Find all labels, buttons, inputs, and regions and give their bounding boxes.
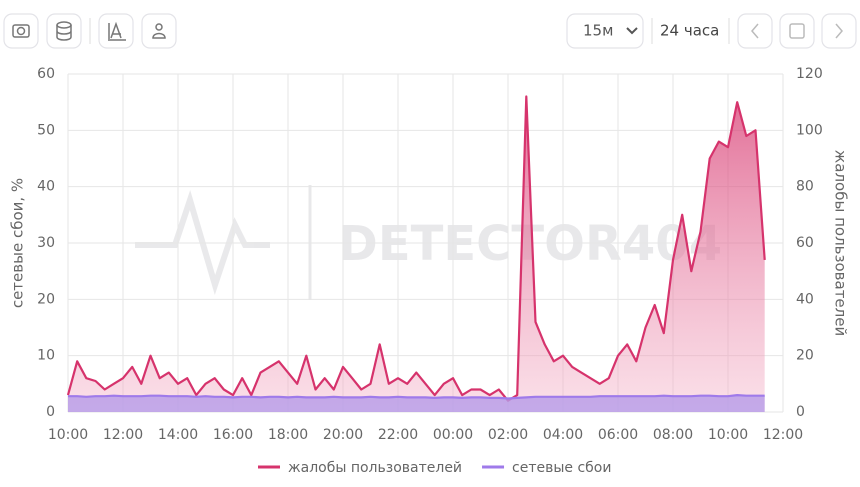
y-tick-label: 0 xyxy=(46,404,55,420)
y-tick-label: 60 xyxy=(37,66,55,82)
y2-tick-label: 20 xyxy=(796,348,814,364)
x-tick-label: 10:00 xyxy=(48,427,88,443)
x-tick-label: 12:00 xyxy=(103,427,143,443)
y2-tick-label: 100 xyxy=(796,122,823,138)
interval: 15м xyxy=(583,22,613,40)
y2-tick-label: 40 xyxy=(796,291,814,307)
area xyxy=(68,395,765,412)
x-tick-label: 14:00 xyxy=(158,427,198,443)
x-tick-label: 10:00 xyxy=(708,427,748,443)
x-tick-label: 18:00 xyxy=(268,427,308,443)
y-tick-label: 30 xyxy=(37,235,55,251)
x-tick-label: 00:00 xyxy=(433,427,473,443)
calendar-button[interactable] xyxy=(779,13,815,49)
x-tick-label: 12:00 xyxy=(763,427,803,443)
prev-button[interactable] xyxy=(737,13,773,49)
interval-select[interactable] xyxy=(566,13,644,49)
line xyxy=(68,394,765,400)
camera-button[interactable] xyxy=(3,13,39,49)
toolbar: 15м 24 часа xyxy=(3,13,857,49)
x-tick-label: 08:00 xyxy=(653,427,693,443)
y2-tick-label: 80 xyxy=(796,179,814,195)
chart-button[interactable] xyxy=(98,13,134,49)
user-button[interactable] xyxy=(141,13,177,49)
y2-tick-label: 120 xyxy=(796,66,823,82)
y2-tick-label: 60 xyxy=(796,235,814,251)
y-tick-label: 10 xyxy=(37,348,55,364)
x-tick-label: 22:00 xyxy=(378,427,418,443)
area xyxy=(68,96,765,412)
y-axis-label: сетевые сбои, % xyxy=(9,178,27,308)
y-tick-label: 40 xyxy=(37,179,55,195)
x-tick-label: 20:00 xyxy=(323,427,363,443)
y2-tick-label: 0 xyxy=(796,404,805,420)
legend-label: сетевые сбои xyxy=(512,460,611,476)
y-tick-label: 50 xyxy=(37,122,55,138)
x-tick-label: 16:00 xyxy=(213,427,253,443)
legend-label: жалобы пользователей xyxy=(288,460,462,476)
y-tick-label: 20 xyxy=(37,291,55,307)
y2-axis-label: жалобы пользователей xyxy=(832,150,850,336)
x-tick-label: 06:00 xyxy=(598,427,638,443)
range[interactable]: 24 часа xyxy=(660,22,719,40)
line xyxy=(66,95,766,402)
x-tick-label: 02:00 xyxy=(488,427,528,443)
x-tick-label: 04:00 xyxy=(543,427,583,443)
next-button[interactable] xyxy=(821,13,857,49)
data-button[interactable] xyxy=(46,13,82,49)
